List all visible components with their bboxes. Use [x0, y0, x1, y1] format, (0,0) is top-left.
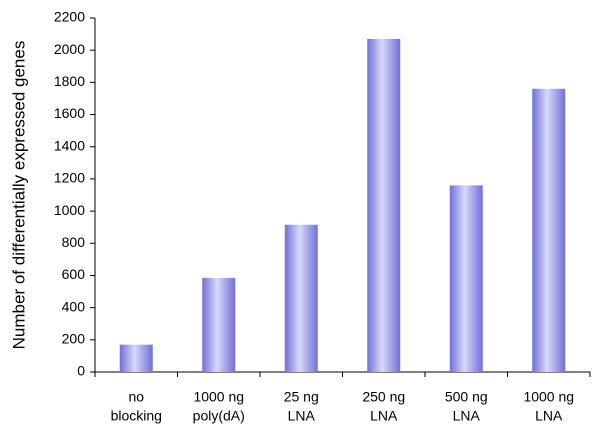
y-tick-label: 600: [62, 266, 86, 282]
x-tick-label: no: [128, 389, 144, 405]
bar: [532, 88, 566, 373]
y-tick-label: 1200: [54, 170, 85, 186]
bar: [119, 344, 153, 372]
y-tick-label: 200: [62, 331, 86, 347]
x-tick-label: LNA: [288, 408, 316, 424]
bar: [367, 38, 401, 372]
y-tick-label: 2200: [54, 9, 85, 25]
bar: [449, 185, 483, 372]
y-tick-label: 1800: [54, 73, 85, 89]
x-tick-label: LNA: [370, 408, 398, 424]
x-tick-label: blocking: [111, 408, 162, 424]
y-tick-label: 400: [62, 298, 86, 314]
x-tick-label: poly(dA): [193, 408, 245, 424]
x-tick-label: 500 ng: [445, 389, 488, 405]
y-tick-label: 1400: [54, 137, 85, 153]
x-tick-label: LNA: [453, 408, 481, 424]
bar: [284, 224, 318, 372]
y-tick-label: 0: [77, 363, 85, 379]
x-tick-label: 1000 ng: [193, 389, 244, 405]
bar: [202, 277, 236, 372]
x-tick-label: 1000 ng: [523, 389, 574, 405]
x-tick-label: LNA: [535, 408, 563, 424]
x-tick-label: 250 ng: [362, 389, 405, 405]
y-tick-label: 1000: [54, 202, 85, 218]
y-axis-label: Number of differentially expressed genes: [9, 41, 28, 350]
y-tick-label: 2000: [54, 41, 85, 57]
y-tick-label: 800: [62, 234, 86, 250]
x-tick-label: 25 ng: [284, 389, 319, 405]
y-tick-label: 1600: [54, 105, 85, 121]
